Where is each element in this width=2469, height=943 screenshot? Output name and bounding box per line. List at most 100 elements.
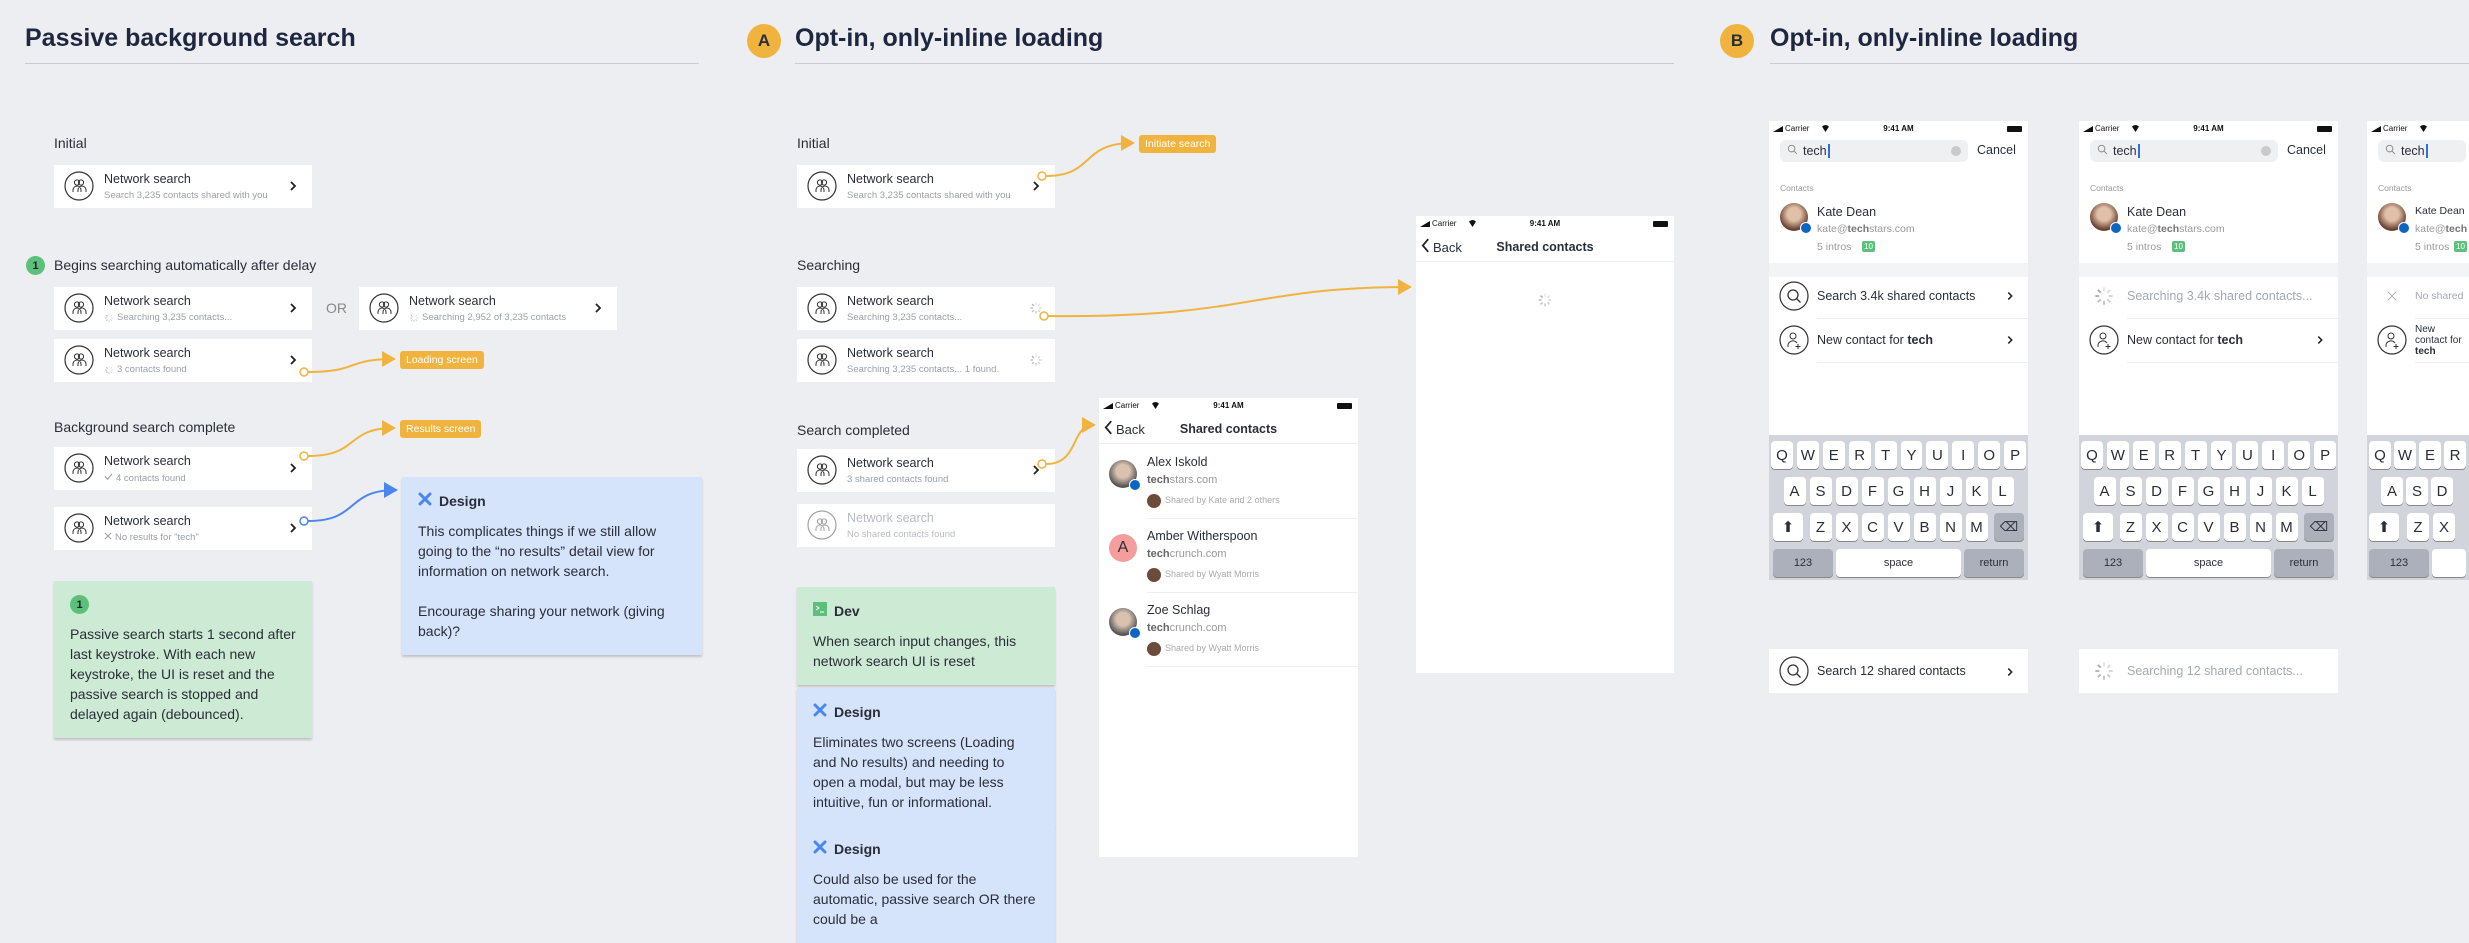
key[interactable]: C [2171, 513, 2194, 541]
key[interactable]: O [2288, 441, 2311, 469]
network-search-row[interactable]: Searching 12 shared contacts... [2079, 649, 2338, 693]
key[interactable]: R [2158, 441, 2181, 469]
key[interactable]: S [2119, 477, 2142, 505]
key[interactable]: G [1887, 477, 1910, 505]
search-input[interactable]: tech [2090, 140, 2278, 162]
key[interactable]: I [1952, 441, 1975, 469]
key[interactable]: E [2419, 441, 2441, 469]
space-key[interactable]: space [1836, 549, 1961, 577]
network-search-card[interactable]: Network search No results for "tech" [54, 507, 312, 550]
key[interactable]: Q [1770, 441, 1793, 469]
key[interactable]: D [2431, 477, 2453, 505]
key[interactable]: U [2236, 441, 2259, 469]
new-contact-row[interactable]: New contact for tech [2367, 318, 2469, 362]
key[interactable]: Y [1900, 441, 1923, 469]
network-search-row[interactable]: Searching 3.4k shared contacts... [2079, 274, 2338, 318]
cancel-button[interactable]: Cancel [2287, 143, 2326, 157]
key[interactable]: M [1965, 513, 1988, 541]
network-search-row[interactable]: Search 3.4k shared contacts [1769, 274, 2028, 318]
key[interactable]: P [2314, 441, 2337, 469]
return-key[interactable]: return [1964, 549, 2024, 577]
key[interactable]: F [1861, 477, 1884, 505]
return-key[interactable]: return [2274, 549, 2334, 577]
key[interactable]: W [2394, 441, 2416, 469]
back-button[interactable]: Back [1104, 420, 1145, 438]
network-search-row[interactable]: No shared [2367, 274, 2469, 318]
network-search-card[interactable]: Network search 3 shared contacts found [797, 449, 1055, 492]
key[interactable]: X [2145, 513, 2168, 541]
clear-icon[interactable] [1951, 146, 1961, 156]
key[interactable]: E [1822, 441, 1845, 469]
network-search-card[interactable]: Network search 4 contacts found [54, 447, 312, 490]
key[interactable]: F [2171, 477, 2194, 505]
key[interactable]: T [2184, 441, 2207, 469]
contact-row[interactable]: Kate Dean kate@tech 5 intros 10 [2367, 201, 2469, 261]
shift-key[interactable]: ⬆ [2083, 513, 2113, 541]
shift-key[interactable]: ⬆ [2369, 513, 2399, 541]
key[interactable]: H [2223, 477, 2246, 505]
network-search-card[interactable]: Network search 3 contacts found [54, 339, 312, 382]
key[interactable]: A [2093, 477, 2116, 505]
search-input[interactable]: tech [2378, 140, 2466, 162]
key[interactable]: A [1783, 477, 1806, 505]
key[interactable]: B [2223, 513, 2246, 541]
key[interactable]: Z [2119, 513, 2142, 541]
key[interactable]: W [2106, 441, 2129, 469]
new-contact-row[interactable]: New contact for tech [1769, 318, 2028, 362]
numbers-key[interactable]: 123 [2369, 549, 2429, 577]
network-search-card[interactable]: Network search Searching 3,235 contacts..… [797, 287, 1055, 330]
network-search-card[interactable]: Network search Searching 3,235 contacts..… [797, 339, 1055, 382]
key[interactable]: M [2275, 513, 2298, 541]
back-button[interactable]: Back [1421, 238, 1462, 256]
key[interactable]: T [1874, 441, 1897, 469]
key[interactable]: A [2381, 477, 2403, 505]
shift-key[interactable]: ⬆ [1773, 513, 1803, 541]
key[interactable]: J [1939, 477, 1962, 505]
key[interactable]: S [2406, 477, 2428, 505]
key[interactable]: H [1913, 477, 1936, 505]
contact-row[interactable]: Kate Dean kate@techstars.com 5 intros 10 [1769, 201, 2028, 261]
cancel-button[interactable]: Cancel [1977, 143, 2016, 157]
key[interactable]: N [2249, 513, 2272, 541]
key[interactable]: V [2197, 513, 2220, 541]
loading-screen-tag[interactable]: Loading screen [400, 351, 484, 369]
key[interactable]: C [1861, 513, 1884, 541]
key[interactable]: S [1809, 477, 1832, 505]
contact-row[interactable]: A Amber Witherspoon techcrunch.com Shared b… [1099, 522, 1358, 594]
numbers-key[interactable]: 123 [2083, 549, 2143, 577]
key[interactable]: Y [2210, 441, 2233, 469]
delete-key[interactable]: ⌫ [2304, 513, 2334, 541]
key[interactable]: E [2132, 441, 2155, 469]
key[interactable]: J [2249, 477, 2272, 505]
search-input[interactable]: tech [1780, 140, 1968, 162]
key[interactable]: L [2301, 477, 2324, 505]
new-contact-row[interactable]: New contact for tech [2079, 318, 2338, 362]
space-key[interactable] [2432, 549, 2466, 577]
network-search-row[interactable]: Search 12 shared contacts [1769, 649, 2028, 693]
key[interactable]: X [2433, 513, 2455, 541]
network-search-card[interactable]: Network search Searching 3,235 contacts..… [54, 287, 312, 330]
key[interactable]: Z [2407, 513, 2429, 541]
contact-row[interactable]: Alex Iskold techstars.com Shared by Kate a… [1099, 448, 1358, 520]
network-search-card[interactable]: Network search No shared contacts found [797, 504, 1055, 547]
key[interactable]: N [1939, 513, 1962, 541]
network-search-card[interactable]: Network search Searching 2,952 of 3,235 c… [359, 287, 617, 330]
key[interactable]: Q [2080, 441, 2103, 469]
key[interactable]: R [2444, 441, 2466, 469]
clear-icon[interactable] [2261, 146, 2271, 156]
initiate-search-tag[interactable]: Initiate search [1139, 135, 1217, 153]
key[interactable]: O [1978, 441, 2001, 469]
numbers-key[interactable]: 123 [1773, 549, 1833, 577]
key[interactable]: Q [2369, 441, 2391, 469]
delete-key[interactable]: ⌫ [1994, 513, 2024, 541]
key[interactable]: B [1913, 513, 1936, 541]
key[interactable]: K [2275, 477, 2298, 505]
key[interactable]: U [1926, 441, 1949, 469]
key[interactable]: D [1835, 477, 1858, 505]
key[interactable]: P [2004, 441, 2027, 469]
contact-row[interactable]: Zoe Schlag techcrunch.com Shared by Wyatt … [1099, 596, 1358, 668]
key[interactable]: L [1991, 477, 2014, 505]
key[interactable]: I [2262, 441, 2285, 469]
key[interactable]: G [2197, 477, 2220, 505]
key[interactable]: K [1965, 477, 1988, 505]
